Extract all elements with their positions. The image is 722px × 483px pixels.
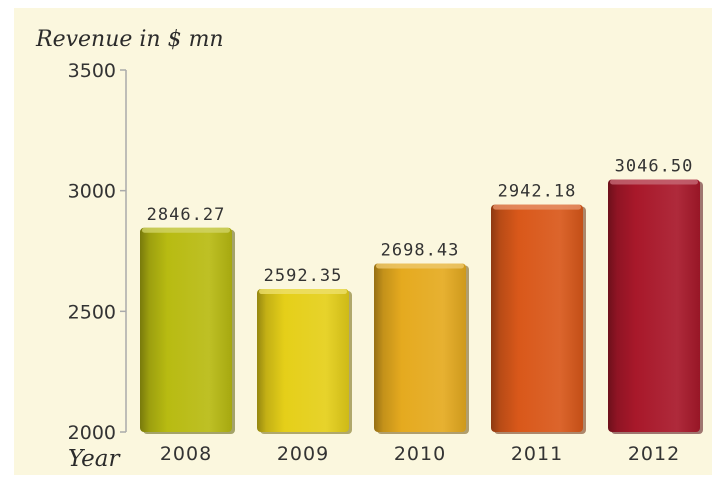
bar — [140, 227, 232, 432]
bar-top-highlight — [493, 204, 581, 210]
value-labels-group: 2846.27 2592.35 2698.43 2942.18 3046.50 — [147, 156, 694, 286]
bar-value-label: 2698.43 — [381, 240, 460, 260]
bar-top-highlight — [142, 227, 230, 233]
bar-2010 — [374, 263, 469, 434]
bar — [257, 289, 349, 432]
x-category-label: 2009 — [277, 443, 329, 465]
bar-value-label: 2942.18 — [498, 182, 577, 202]
bar-top-highlight — [610, 179, 698, 185]
bar — [491, 204, 583, 432]
x-category-label: 2011 — [511, 443, 563, 465]
bar-top-highlight — [376, 263, 464, 269]
y-tick-label: 2500 — [68, 301, 116, 323]
y-tick-label: 3000 — [68, 181, 116, 203]
x-category-label: 2010 — [394, 443, 446, 465]
bar-2008 — [140, 227, 235, 434]
bar-2012 — [608, 179, 703, 434]
bar — [608, 179, 700, 432]
y-tick-label: 2000 — [68, 422, 116, 444]
x-category-label: 2008 — [160, 443, 212, 465]
x-axis-title: Year — [68, 446, 122, 472]
chart-panel — [14, 8, 712, 475]
y-axis: 2000 2500 3000 3500 — [68, 60, 127, 444]
y-axis-title: Revenue in $ mn — [35, 27, 224, 52]
x-category-label: 2012 — [628, 443, 680, 465]
bar-2009 — [257, 289, 352, 434]
x-axis-categories: 2008 2009 2010 2011 2012 — [160, 443, 680, 465]
bar-value-label: 2592.35 — [264, 266, 343, 286]
bar-value-label: 3046.50 — [615, 156, 694, 176]
bars-group — [140, 179, 703, 434]
y-tick-label: 3500 — [68, 60, 116, 82]
bar — [374, 263, 466, 432]
bar-top-highlight — [259, 289, 347, 295]
bar-value-label: 2846.27 — [147, 205, 226, 225]
bar-2011 — [491, 204, 586, 434]
